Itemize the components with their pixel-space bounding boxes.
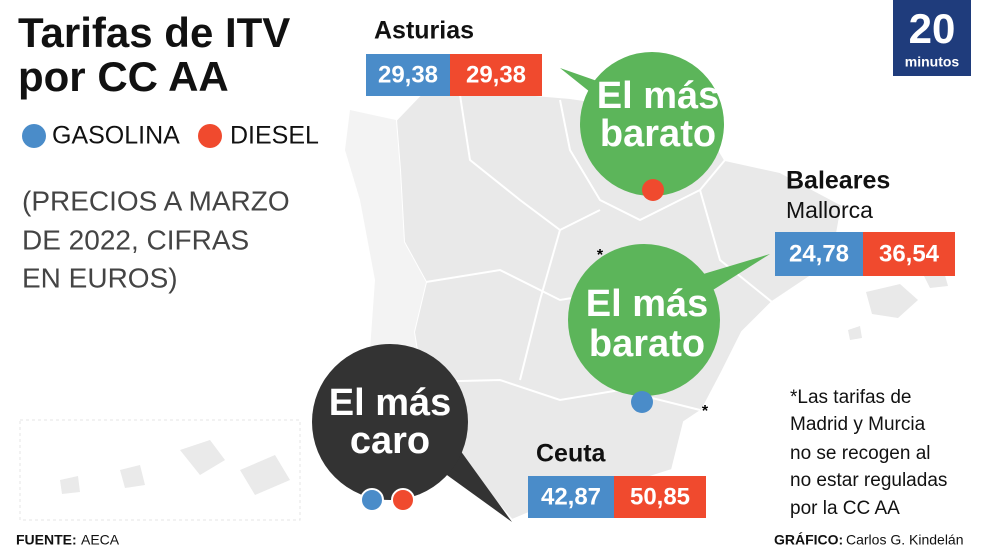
map-mark: * — [597, 247, 604, 264]
diesel-value: 29,38 — [466, 61, 526, 88]
diesel-value: 36,54 — [879, 240, 940, 267]
gasolina-value: 29,38 — [378, 61, 438, 88]
value-box — [528, 476, 614, 518]
note: DE 2022, CIFRAS — [22, 224, 249, 255]
marker — [360, 488, 384, 512]
region-subname: Mallorca — [786, 197, 873, 223]
credit-label: GRÁFICO: — [774, 532, 843, 548]
bubble-text: caro — [350, 420, 430, 462]
legend-label: DIESEL — [230, 122, 319, 150]
bubble-text: barato — [589, 323, 705, 365]
logo-word: minutos — [905, 54, 960, 70]
value-box — [863, 232, 955, 276]
legend-label: GASOLINA — [52, 122, 180, 150]
gasolina-value: 24,78 — [789, 240, 849, 267]
title: Tarifas de ITV — [18, 9, 290, 56]
marker — [391, 488, 415, 512]
value-box — [775, 232, 863, 276]
bubble-text: El más — [586, 283, 709, 325]
logo-number: 20 — [909, 5, 956, 52]
footnote: no estar reguladas — [790, 470, 947, 491]
note: EN EUROS) — [22, 262, 178, 293]
bubble: El más barato — [560, 52, 724, 196]
note: (PRECIOS A MARZO — [22, 185, 290, 216]
legend-swatch — [198, 124, 222, 148]
gasolina-value: 42,87 — [541, 483, 601, 510]
value-box — [450, 54, 542, 96]
bubble: El más caro — [312, 344, 512, 522]
logo — [893, 0, 971, 76]
marker — [642, 179, 664, 201]
region-name: Asturias — [374, 17, 474, 45]
source-label: FUENTE: — [16, 532, 77, 548]
diesel-value: 50,85 — [630, 483, 690, 510]
source-value: AECA — [81, 532, 120, 548]
footnote: Madrid y Murcia — [790, 414, 926, 435]
legend-swatch — [22, 124, 46, 148]
bubble-text: barato — [600, 113, 716, 155]
map-mark: * — [702, 403, 709, 420]
value-box — [366, 54, 450, 96]
region-name: Ceuta — [536, 440, 607, 468]
bubble: El más barato — [568, 244, 770, 396]
marker — [631, 391, 653, 413]
bubble-text: El más — [597, 75, 720, 117]
region-name: Baleares — [786, 167, 890, 195]
footnote: por la CC AA — [790, 498, 900, 519]
title: por CC AA — [18, 53, 229, 100]
credit-value: Carlos G. Kindelán — [846, 532, 964, 548]
value-box — [614, 476, 706, 518]
footnote: no se recogen al — [790, 443, 931, 464]
footnote: *Las tarifas de — [790, 387, 911, 408]
bubble-text: El más — [329, 382, 452, 424]
